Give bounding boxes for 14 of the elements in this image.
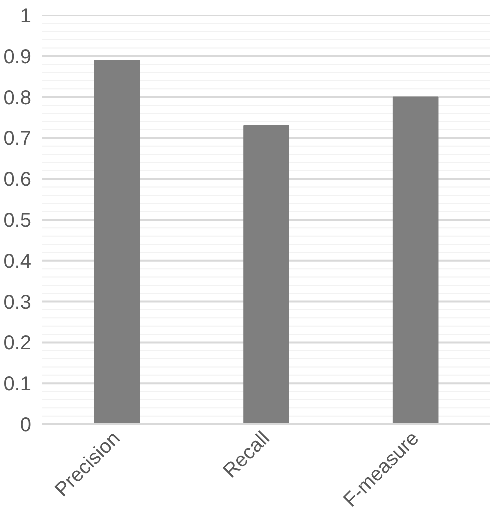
y-tick-label: 0.2 <box>4 332 32 355</box>
y-tick-label: 0 <box>20 414 32 436</box>
y-tick-label: 0.4 <box>4 250 32 273</box>
y-tick-label: 0.8 <box>4 87 32 110</box>
y-tick-label: 1 <box>20 6 32 28</box>
y-tick-label: 0.7 <box>4 128 32 150</box>
bar <box>392 96 439 424</box>
y-tick-label: 0.1 <box>4 374 32 396</box>
y-tick-label: 0.5 <box>4 210 32 232</box>
y-tick-label: 0.9 <box>4 46 32 68</box>
y-tick-label: 0.6 <box>4 169 32 192</box>
bar <box>244 125 290 424</box>
bar <box>94 60 140 424</box>
y-tick-label: 0.3 <box>4 292 32 314</box>
